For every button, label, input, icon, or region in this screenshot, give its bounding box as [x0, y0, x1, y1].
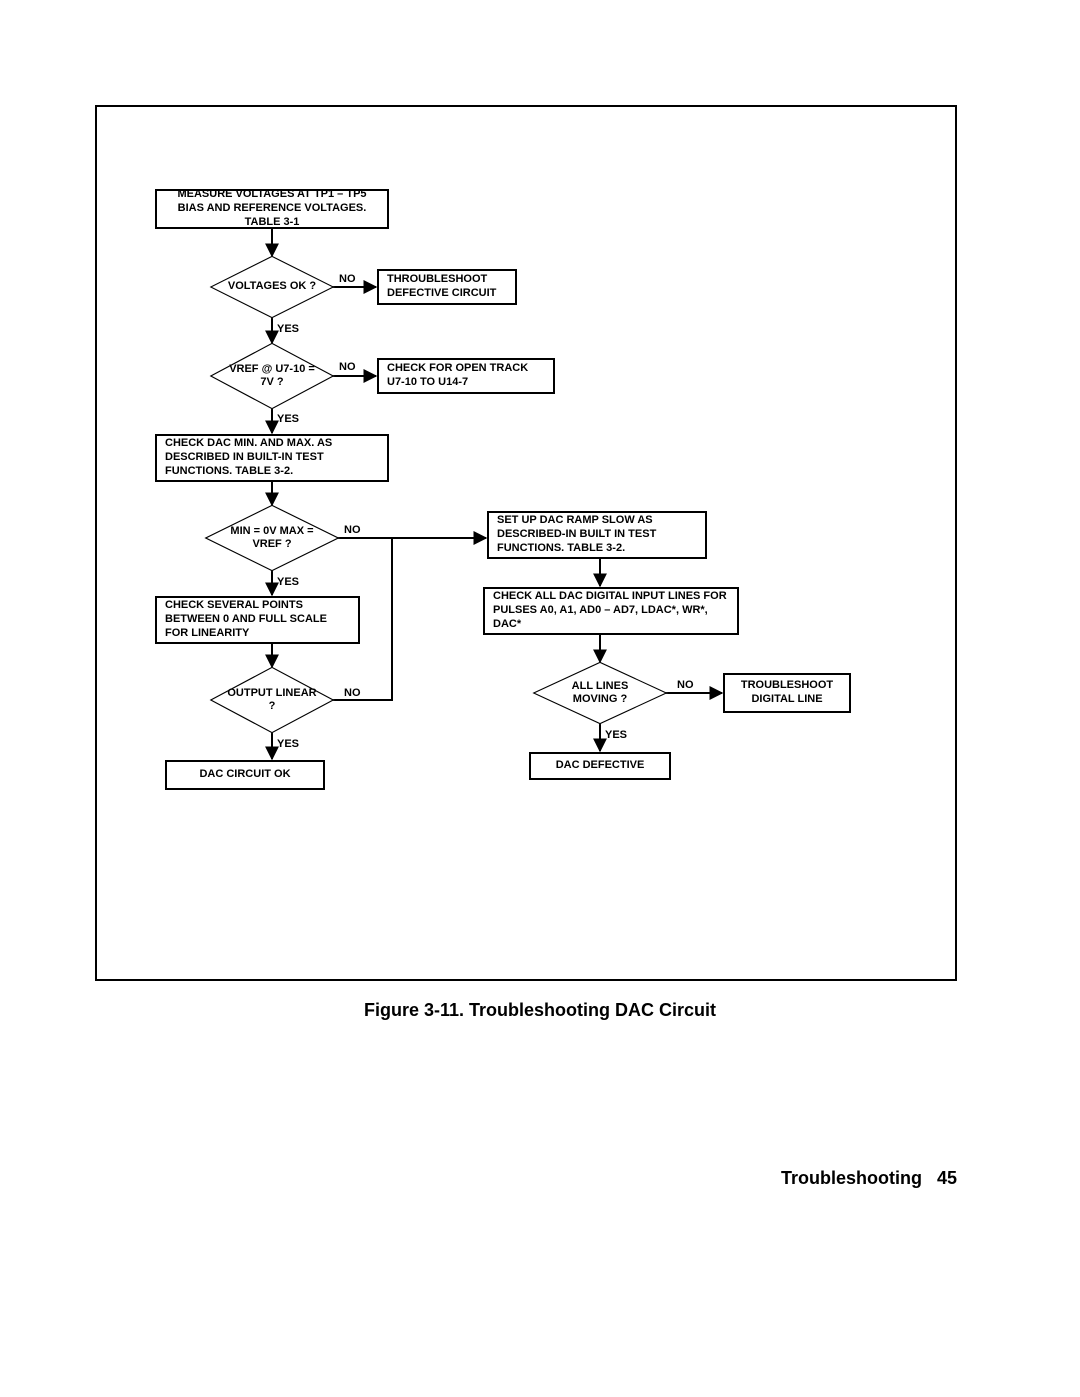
node-text: THROUBLESHOOT DEFECTIVE CIRCUIT	[387, 273, 507, 301]
node-check-open-track: CHECK FOR OPEN TRACK U7-10 TO U14-7	[377, 358, 555, 394]
figure-caption: Figure 3-11. Troubleshooting DAC Circuit	[0, 1000, 1080, 1021]
edge-label: YES	[277, 576, 299, 588]
edge-label: NO	[339, 361, 356, 373]
node-text: VOLTAGES OK ?	[228, 280, 316, 293]
edge-label: YES	[605, 729, 627, 741]
edge-label: YES	[277, 738, 299, 750]
node-text: ALL LINES MOVING ?	[549, 680, 651, 706]
node-dac-ok: DAC CIRCUIT OK	[165, 760, 325, 790]
node-troubleshoot-digital: TROUBLESHOOT DIGITAL LINE	[723, 673, 851, 713]
node-text: TROUBLESHOOT DIGITAL LINE	[733, 679, 841, 707]
node-dac-defective: DAC DEFECTIVE	[529, 752, 671, 780]
node-check-dac-minmax: CHECK DAC MIN. AND MAX. AS DESCRIBED IN …	[155, 434, 389, 482]
decision-min-max: MIN = 0V MAX = VREF ?	[207, 506, 337, 570]
node-text: MIN = 0V MAX = VREF ?	[221, 525, 323, 551]
node-text: VREF @ U7-10 = 7V ?	[226, 363, 318, 389]
caption-text: Figure 3-11. Troubleshooting DAC Circuit	[364, 1000, 716, 1020]
node-setup-ramp: SET UP DAC RAMP SLOW AS DESCRIBED-IN BUI…	[487, 511, 707, 559]
decision-voltages-ok: VOLTAGES OK ?	[212, 257, 332, 317]
node-check-digital-lines: CHECK ALL DAC DIGITAL INPUT LINES FOR PU…	[483, 587, 739, 635]
node-text: CHECK ALL DAC DIGITAL INPUT LINES FOR PU…	[493, 590, 729, 631]
node-text: OUTPUT LINEAR ?	[226, 687, 318, 713]
footer-page-number: 45	[937, 1168, 957, 1188]
node-text: DAC DEFECTIVE	[556, 759, 645, 773]
decision-vref-7v: VREF @ U7-10 = 7V ?	[212, 344, 332, 408]
decision-output-linear: OUTPUT LINEAR ?	[212, 668, 332, 732]
node-troubleshoot-circuit: THROUBLESHOOT DEFECTIVE CIRCUIT	[377, 269, 517, 305]
node-text: CHECK DAC MIN. AND MAX. AS DESCRIBED IN …	[165, 437, 379, 478]
document-page: MEASURE VOLTAGES AT TP1 – TP5 BIAS AND R…	[0, 0, 1080, 1397]
node-text: CHECK FOR OPEN TRACK U7-10 TO U14-7	[387, 362, 545, 390]
decision-lines-moving: ALL LINES MOVING ?	[535, 663, 665, 723]
node-text: SET UP DAC RAMP SLOW AS DESCRIBED-IN BUI…	[497, 514, 697, 555]
edge-label: NO	[344, 524, 361, 536]
edge-label: YES	[277, 323, 299, 335]
figure-frame: MEASURE VOLTAGES AT TP1 – TP5 BIAS AND R…	[95, 105, 957, 981]
footer-section: Troubleshooting	[781, 1168, 922, 1188]
edge-label: NO	[339, 273, 356, 285]
page-footer: Troubleshooting 45	[0, 1168, 957, 1189]
node-check-linearity: CHECK SEVERAL POINTS BETWEEN 0 AND FULL …	[155, 596, 360, 644]
node-measure-voltages: MEASURE VOLTAGES AT TP1 – TP5 BIAS AND R…	[155, 189, 389, 229]
node-text: MEASURE VOLTAGES AT TP1 – TP5 BIAS AND R…	[165, 188, 379, 229]
edge-label: YES	[277, 413, 299, 425]
edge-label: NO	[677, 679, 694, 691]
node-text: CHECK SEVERAL POINTS BETWEEN 0 AND FULL …	[165, 599, 350, 640]
edge-label: NO	[344, 687, 361, 699]
node-text: DAC CIRCUIT OK	[199, 768, 290, 782]
